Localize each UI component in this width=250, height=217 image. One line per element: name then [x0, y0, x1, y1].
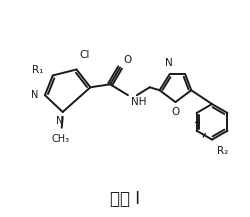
Text: NH: NH: [131, 97, 146, 107]
Text: N: N: [56, 116, 64, 126]
Text: 通式 Ⅰ: 通式 Ⅰ: [110, 190, 140, 208]
Text: R₂: R₂: [217, 146, 228, 156]
Text: CH₃: CH₃: [52, 134, 70, 144]
Text: O: O: [123, 54, 131, 65]
Text: R₁: R₁: [32, 64, 43, 74]
Text: O: O: [171, 107, 179, 117]
Text: Cl: Cl: [80, 50, 90, 60]
Text: N: N: [165, 58, 172, 67]
Text: N: N: [30, 90, 38, 100]
